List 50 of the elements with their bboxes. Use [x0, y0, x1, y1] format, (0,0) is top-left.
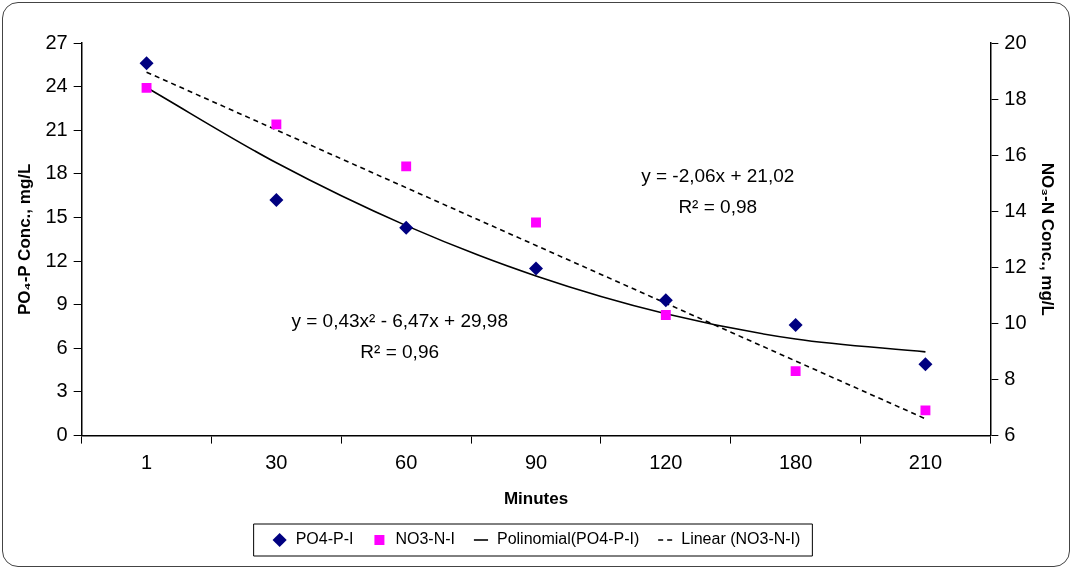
point	[269, 193, 284, 208]
annotation: y = 0,43x² - 6,47x + 29,98	[291, 309, 508, 331]
point	[399, 220, 414, 235]
legend-label: PO4-P-I	[295, 530, 354, 548]
x-tick-label: 210	[908, 451, 943, 474]
y-tick-label: 15	[45, 205, 68, 227]
y-tick-label: 27	[45, 30, 68, 53]
point	[531, 217, 541, 228]
legend-label: Polinomial(PO4-P-I)	[496, 530, 640, 548]
y-tick-label: 24	[45, 74, 68, 97]
y2-tick-label: 20	[1004, 30, 1027, 53]
y-tick-label: 6	[56, 335, 68, 358]
x-tick-label: 1	[140, 451, 153, 474]
annotation: y = -2,06x + 21,02	[641, 164, 795, 186]
y2-tick-label: 14	[1004, 198, 1027, 221]
y-tick-label: 0	[56, 423, 68, 446]
y2-tick-label: 12	[1004, 254, 1027, 277]
y2-tick-label: 8	[1004, 367, 1016, 390]
y2-axis-title: NO₃-N Conc., mg/L	[1038, 162, 1058, 316]
y2-tick-label: 16	[1004, 142, 1027, 165]
point	[920, 405, 931, 416]
point	[918, 357, 933, 372]
y2-tick-label: 6	[1004, 423, 1016, 446]
annotation: R² = 0,96	[360, 341, 440, 363]
x-tick-label: 120	[649, 451, 683, 474]
point	[401, 161, 412, 172]
x-tick-label: 90	[524, 451, 548, 474]
annotation: R² = 0,98	[678, 196, 758, 218]
point	[139, 56, 154, 71]
point	[271, 119, 282, 130]
point	[141, 82, 152, 93]
y-tick-label: 9	[56, 292, 68, 315]
point	[788, 318, 803, 333]
x-axis-title: Minutes	[503, 489, 569, 509]
legend-label: NO3-N-I	[395, 530, 455, 548]
y-tick-label: 18	[45, 161, 68, 184]
point	[660, 310, 671, 320]
y-tick-label: 3	[56, 379, 68, 402]
y2-tick-label: 10	[1004, 310, 1027, 333]
y-axis-title: PO₄-P Conc., mg/L	[14, 163, 34, 315]
x-tick-label: 60	[395, 451, 418, 474]
point	[529, 261, 543, 276]
legend-label: Linear (NO3-N-I)	[681, 530, 801, 548]
y-tick-label: 21	[45, 117, 68, 140]
y2-tick-label: 18	[1004, 86, 1027, 109]
y-tick-label: 12	[45, 248, 68, 271]
point	[658, 293, 673, 308]
point	[790, 366, 801, 377]
x-tick-label: 30	[265, 451, 288, 474]
x-tick-label: 180	[778, 451, 813, 474]
